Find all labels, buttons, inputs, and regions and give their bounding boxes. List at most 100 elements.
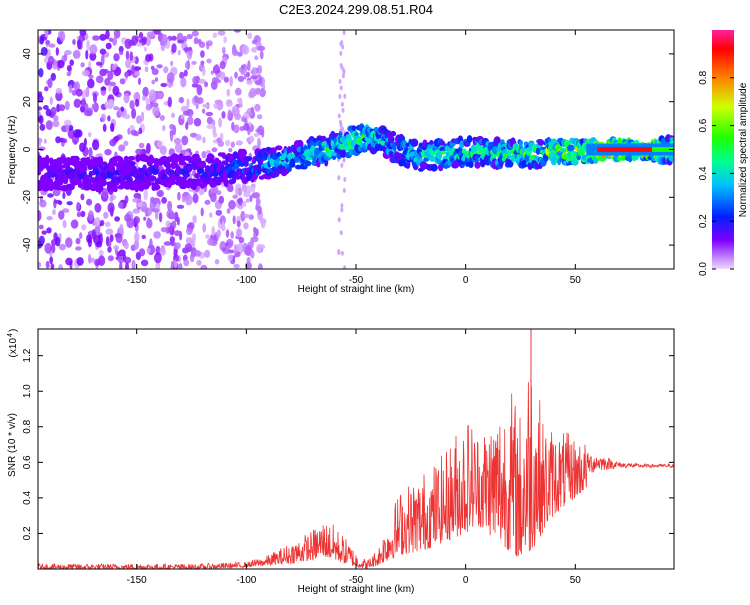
noise-blob: [105, 42, 112, 50]
noise-blob: [181, 195, 186, 203]
noise-blob: [80, 210, 86, 218]
noise-blob: [251, 47, 258, 53]
noise-blob: [69, 59, 74, 66]
noise-blob: [186, 48, 193, 60]
ridge-blob: [299, 165, 308, 170]
noise-blob: [255, 197, 261, 206]
noise-blob: [75, 246, 82, 251]
noise-blob: [247, 32, 253, 40]
noise-blob: [242, 45, 250, 55]
noise-blob: [107, 202, 115, 213]
noise-blob: [38, 146, 46, 152]
noise-blob: [85, 86, 90, 98]
ridge-blob: [137, 183, 145, 189]
noise-blob: [180, 77, 187, 88]
noise-blob: [246, 257, 251, 264]
noise-blob: [98, 255, 106, 267]
noise-blob: [257, 65, 263, 75]
noise-blob: [225, 229, 230, 238]
colorbar-axis: 0.0 0.2 0.4 0.6 0.8: [698, 70, 734, 276]
noise-blob: [169, 236, 175, 243]
noise-blob: [58, 243, 66, 251]
noise-blob: [81, 224, 87, 231]
bottom-plot-frame: [37, 328, 675, 570]
noise-blob: [241, 184, 247, 193]
noise-blob: [256, 114, 263, 120]
noise-blob: [217, 30, 226, 36]
noise-blob: [39, 35, 45, 45]
noise-blob: [38, 68, 44, 78]
ridge-blob: [410, 138, 419, 147]
noise-blob: [145, 54, 152, 62]
noise-blob: [131, 259, 136, 269]
noise-blob: [206, 116, 214, 125]
noise-blob: [109, 139, 117, 147]
noise-blob: [257, 137, 261, 149]
noise-blob: [258, 263, 263, 269]
noise-blob: [192, 215, 197, 224]
noise-blob: [41, 230, 47, 235]
noise-blob: [242, 201, 247, 207]
noise-blob: [226, 88, 231, 97]
ridge-blob: [430, 165, 438, 172]
ridge-blob: [135, 154, 141, 163]
noise-blob: [135, 148, 144, 155]
ridge-blob: [173, 157, 179, 163]
noise-blob: [140, 259, 149, 267]
bottom-scale-label: (x10 4 ): [7, 329, 19, 358]
noise-blob: [193, 250, 202, 257]
noise-blob: [186, 116, 194, 126]
ridge-blob: [197, 168, 205, 174]
noise-blob: [165, 220, 171, 228]
noise-blob: [171, 35, 177, 41]
noise-blob: [131, 64, 135, 75]
noise-blob: [48, 55, 55, 65]
noise-blob: [102, 69, 109, 74]
ridge-blob: [187, 166, 192, 172]
noise-blob: [53, 115, 59, 122]
noise-blob: [254, 103, 261, 112]
noise-blob: [49, 256, 54, 265]
noise-blob: [213, 103, 219, 109]
noise-blob: [65, 257, 73, 266]
noise-blob: [77, 39, 82, 50]
noise-blob: [91, 103, 96, 110]
noise-blob: [163, 241, 172, 246]
noise-blob: [134, 71, 141, 76]
x-tick-label: 0: [463, 275, 469, 286]
scale-close: ): [8, 329, 19, 332]
noise-blob: [225, 100, 233, 107]
noise-blob: [112, 85, 120, 96]
noise-blob: [248, 214, 254, 220]
noise-blob: [339, 50, 343, 56]
noise-blob: [138, 77, 141, 86]
noise-blob: [38, 235, 45, 246]
noise-blob: [339, 122, 343, 128]
noise-blob: [243, 213, 250, 219]
noise-blob: [158, 212, 163, 223]
noise-blob: [39, 123, 46, 131]
noise-blob: [156, 92, 163, 99]
noise-blob: [240, 210, 246, 222]
noise-blob: [38, 210, 42, 222]
ridge-blob: [244, 156, 253, 162]
noise-blob: [214, 259, 220, 265]
ridge-blob: [127, 176, 133, 183]
colorbar-tick-label: 0.6: [698, 118, 709, 132]
noise-blob: [154, 77, 159, 82]
noise-blob: [119, 51, 124, 56]
noise-blob: [253, 88, 262, 95]
noise-blob: [225, 245, 230, 255]
noise-blob: [257, 45, 266, 51]
y-tick-label: -20: [22, 190, 33, 205]
noise-blob: [113, 53, 120, 62]
noise-blob: [111, 64, 117, 71]
ridge-blob: [296, 139, 304, 149]
noise-blob: [124, 241, 129, 250]
noise-blob: [219, 71, 226, 80]
noise-blob: [46, 227, 52, 234]
top-x-axis: -150 -100 -50 0 50: [127, 30, 581, 286]
noise-blob: [167, 96, 172, 108]
y-tick-label: 0.4: [22, 491, 33, 505]
